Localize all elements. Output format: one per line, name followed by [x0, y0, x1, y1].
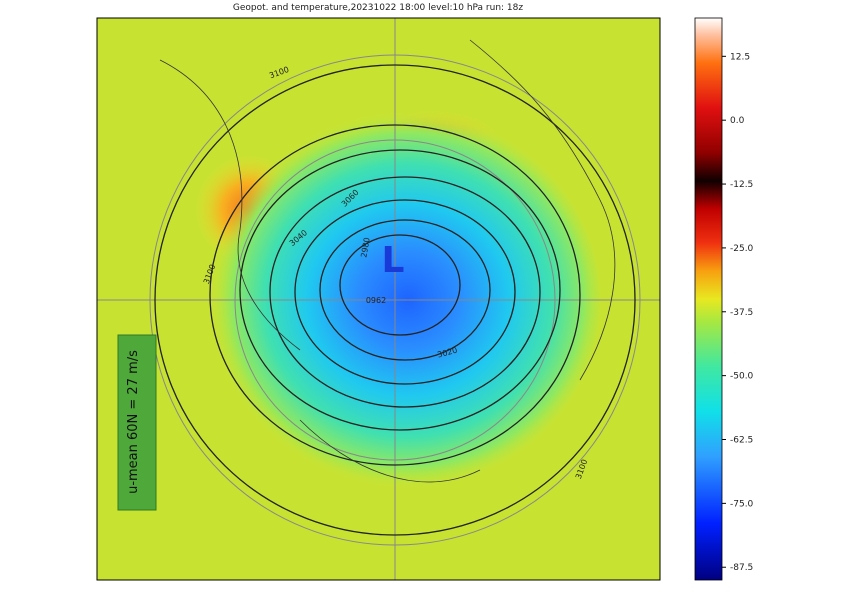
- colorbar-tick-label: 0.0: [730, 116, 745, 126]
- colorbar-tick-label: -37.5: [730, 308, 753, 318]
- colorbar-tick-label: -87.5: [730, 563, 753, 573]
- colorbar-tick-label: -25.0: [730, 244, 754, 254]
- map-title: Geopot. and temperature,20231022 18:00 l…: [233, 3, 523, 13]
- contour-label: 0962: [366, 296, 386, 305]
- annotation: u-mean 60N = 27 m/s: [126, 350, 141, 494]
- colorbar-tick-label: -75.0: [730, 499, 754, 509]
- colorbar-tick-label: -62.5: [730, 436, 753, 446]
- colorbar-tick-label: 12.5: [730, 52, 750, 62]
- map: [97, 18, 660, 580]
- annotation-box: [117, 334, 157, 511]
- contour-label: 2980: [359, 237, 371, 259]
- colorbar-tick-label: -12.5: [730, 180, 753, 190]
- colorbar-tick-label: -50.0: [730, 372, 754, 382]
- colorbar: [694, 17, 723, 581]
- map-frame: [96, 17, 661, 581]
- low-marker: L: [382, 240, 405, 281]
